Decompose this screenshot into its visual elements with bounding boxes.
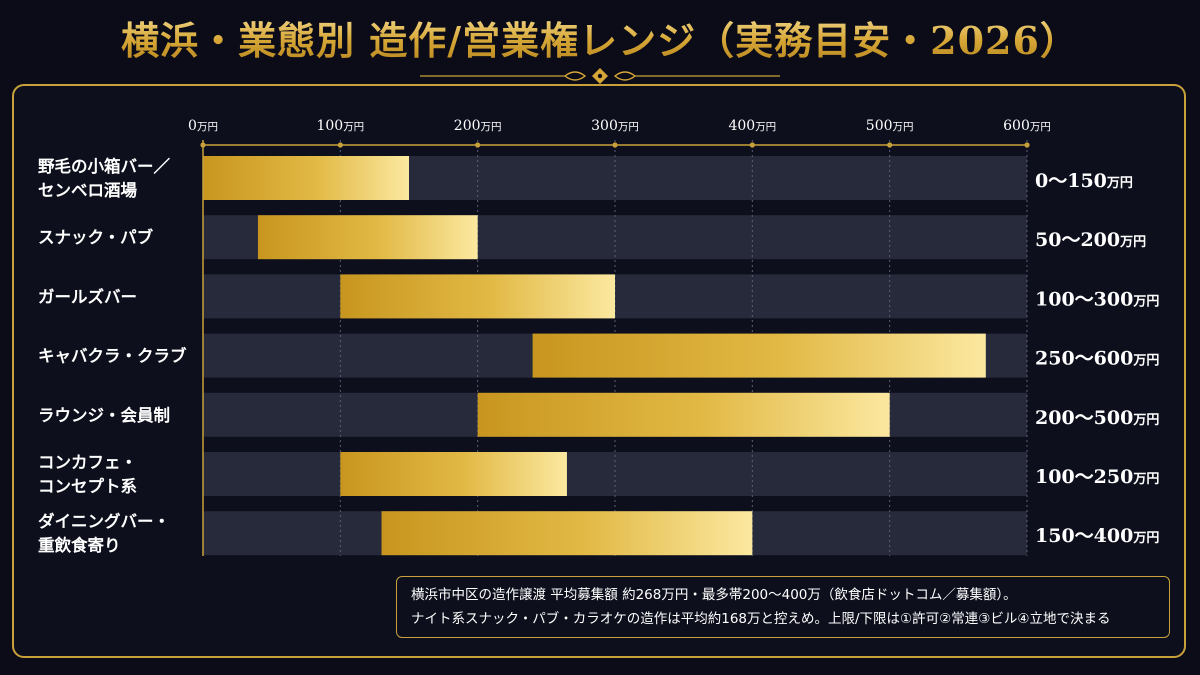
x-tick-unit: 万円	[343, 121, 364, 133]
category-label-line: ダイニングバー・	[38, 511, 170, 531]
range-unit: 万円	[1132, 531, 1159, 546]
category-label: ラウンジ・会員制	[38, 405, 170, 425]
range-unit: 万円	[1132, 294, 1159, 309]
range-bar	[477, 392, 890, 437]
category-label: 野毛の小箱バー／ センベロ酒場	[38, 156, 171, 200]
bar-track	[203, 452, 1027, 496]
category-label-line: コンカフェ・	[38, 453, 137, 472]
range-value: 50〜200	[1035, 229, 1120, 251]
range-value-label: 50〜200万円	[1035, 229, 1146, 251]
category-label: キャバクラ・クラブ	[38, 346, 187, 366]
tick-marker	[1024, 142, 1030, 148]
x-tick-label: 0万円	[188, 118, 218, 134]
range-bar	[340, 274, 615, 319]
tick-marker	[612, 142, 618, 148]
range-bar	[340, 452, 567, 496]
category-label: スナック・パブ	[38, 227, 154, 247]
range-value: 100〜300	[1035, 288, 1133, 310]
category-label-line: ラウンジ・会員制	[38, 405, 170, 425]
footnote-box: 横浜市中区の造作譲渡 平均募集額 約268万円・最多帯200〜400万（飲食店ド…	[396, 576, 1170, 638]
tick-marker	[475, 142, 481, 148]
x-tick-value: 500	[866, 118, 893, 134]
x-tick-value: 200	[454, 118, 481, 134]
category-label-line: スナック・パブ	[38, 227, 154, 247]
range-value: 200〜500	[1035, 407, 1133, 429]
category-label-line: 野毛の小箱バー／	[38, 156, 171, 176]
tick-marker	[337, 142, 343, 148]
range-bar	[532, 333, 986, 378]
tick-marker	[200, 142, 206, 148]
x-tick-value: 300	[591, 118, 618, 134]
range-bar	[381, 511, 753, 556]
x-tick-label: 600万円	[1003, 118, 1051, 134]
x-tick-label: 400万円	[728, 118, 776, 134]
x-tick-unit: 万円	[1030, 121, 1051, 133]
category-label-line: コンセプト系	[38, 476, 137, 496]
x-tick-unit: 万円	[481, 121, 502, 133]
category-label: コンカフェ・コンセプト系	[38, 453, 137, 496]
range-bar	[203, 156, 409, 200]
category-label: ガールズバー	[38, 286, 137, 306]
x-tick-unit: 万円	[197, 121, 218, 133]
footnote-line-2: ナイト系スナック・パブ・カラオケの造作は平均約168万と控えめ。上限/下限は①許…	[411, 611, 1111, 627]
category-label-line: センベロ酒場	[38, 181, 138, 200]
x-tick-label: 500万円	[866, 118, 914, 134]
range-value-label: 200〜500万円	[1035, 407, 1159, 429]
category-label-line: ガールズバー	[38, 286, 137, 306]
footnote-line-1: 横浜市中区の造作譲渡 平均募集額 約268万円・最多帯200〜400万（飲食店ド…	[411, 587, 1017, 603]
title-ornament	[420, 68, 780, 84]
range-value: 250〜600	[1035, 348, 1133, 370]
range-value: 0〜150	[1035, 170, 1107, 192]
range-unit: 万円	[1132, 413, 1159, 428]
x-tick-unit: 万円	[755, 121, 776, 133]
x-tick-value: 400	[728, 118, 755, 134]
category-label-line: 重飲食寄り	[38, 535, 121, 555]
range-value: 150〜400	[1035, 525, 1133, 547]
category-label: ダイニングバー・重飲食寄り	[38, 511, 170, 555]
tick-marker	[749, 142, 755, 148]
tick-marker	[887, 142, 893, 148]
range-unit: 万円	[1132, 472, 1159, 487]
category-label-line: キャバクラ・クラブ	[38, 346, 187, 366]
range-value-label: 100〜300万円	[1035, 288, 1159, 310]
x-tick-value: 600	[1003, 118, 1030, 134]
range-unit: 万円	[1119, 235, 1146, 250]
x-tick-unit: 万円	[893, 121, 914, 133]
range-value-label: 0〜150万円	[1035, 170, 1133, 192]
range-unit: 万円	[1132, 354, 1159, 369]
x-tick-value: 100	[316, 118, 343, 134]
range-bar	[257, 215, 478, 260]
x-tick-label: 300万円	[591, 118, 639, 134]
range-value-label: 150〜400万円	[1035, 525, 1159, 547]
x-tick-unit: 万円	[618, 121, 639, 133]
x-tick-label: 100万円	[316, 118, 364, 134]
x-tick-label: 200万円	[454, 118, 502, 134]
range-value: 100〜250	[1035, 466, 1133, 488]
range-value-label: 100〜250万円	[1035, 466, 1159, 488]
range-unit: 万円	[1106, 176, 1133, 191]
range-value-label: 250〜600万円	[1035, 348, 1159, 370]
x-tick-value: 0	[188, 118, 197, 134]
chart-title: 横浜・業態別 造作/営業権レンジ（実務目安・2026）	[0, 10, 1200, 65]
